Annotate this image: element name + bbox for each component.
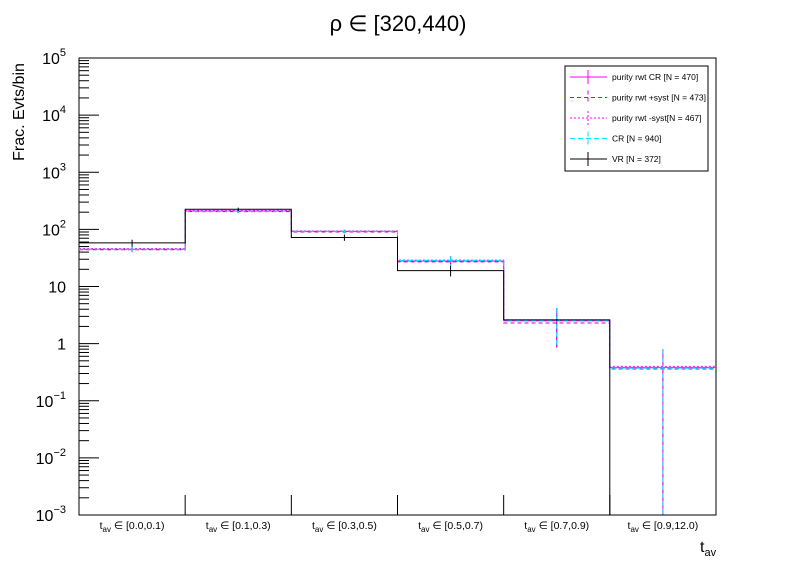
y-tick-label: 1 xyxy=(57,337,66,354)
y-tick-label-base: 10 xyxy=(36,394,54,411)
x-tick-label-range: ∈ [0.9,12.0) xyxy=(639,520,698,532)
x-tick-label-t: t xyxy=(628,520,631,532)
y-tick-label: 10−1 xyxy=(36,390,66,411)
x-tick-label: tav ∈ [0.7,0.9) xyxy=(524,520,589,534)
x-tick-label-t: t xyxy=(206,520,209,532)
x-tick-label-range: ∈ [0.7,0.9) xyxy=(536,520,590,532)
x-tick-label-sub: av xyxy=(209,525,217,534)
series-step-line xyxy=(79,210,716,369)
y-tick-label-exp: 3 xyxy=(60,161,66,173)
y-tick-label-exp: 2 xyxy=(60,218,66,230)
x-tick-label-range: ∈ [0.1,0.3) xyxy=(217,520,271,532)
y-tick-label-base: 10 xyxy=(42,165,60,182)
x-tick-label-sub: av xyxy=(421,525,429,534)
y-tick-label: 103 xyxy=(42,161,66,182)
y-tick-label: 10−3 xyxy=(36,504,66,525)
legend-entry-label: purity rwt +syst [N = 473] xyxy=(612,93,706,103)
y-tick-label: 10−2 xyxy=(36,447,66,468)
x-tick-label-sub: av xyxy=(527,525,535,534)
x-tick-label: tav ∈ [0.0,0.1) xyxy=(100,520,165,534)
y-tick-label: 102 xyxy=(42,218,66,239)
x-axis-label: tav xyxy=(700,539,717,559)
y-tick-label: 104 xyxy=(42,104,66,125)
x-tick-label-sub: av xyxy=(103,525,111,534)
y-tick-label-exp: −3 xyxy=(53,504,66,516)
x-tick-label: tav ∈ [0.1,0.3) xyxy=(206,520,271,534)
x-tick-label-range: ∈ [0.0,0.1) xyxy=(111,520,165,532)
legend-entry-label: VR [N = 372] xyxy=(612,154,661,164)
legend-entry-label: purity rwt -syst[N = 467] xyxy=(612,113,702,123)
x-tick-label: tav ∈ [0.3,0.5) xyxy=(312,520,377,534)
x-tick-label-t: t xyxy=(312,520,315,532)
x-tick-label-t: t xyxy=(418,520,421,532)
x-tick-label-sub: av xyxy=(630,525,638,534)
x-axis-label-sub: av xyxy=(704,547,716,559)
y-axis-label: Frac. Evts/bin xyxy=(11,63,28,161)
series-step-line xyxy=(79,208,716,516)
y-tick-label-base: 10 xyxy=(42,222,60,239)
y-tick-label-base: 10 xyxy=(42,51,60,68)
legend-box xyxy=(564,65,709,172)
x-tick-label-range: ∈ [0.5,0.7) xyxy=(430,520,484,532)
legend: purity rwt CR [N = 470] purity rwt +syst … xyxy=(564,65,709,172)
x-tick-label-range: ∈ [0.3,0.5) xyxy=(323,520,377,532)
x-tick-label: tav ∈ [0.5,0.7) xyxy=(418,520,483,534)
y-tick-label-exp: −2 xyxy=(53,447,66,459)
series-4 xyxy=(79,207,716,516)
y-tick-label-exp: 5 xyxy=(60,47,66,59)
y-tick-label: 10 xyxy=(48,280,66,297)
x-tick-label-sub: av xyxy=(315,525,323,534)
y-tick-label-base: 10 xyxy=(42,108,60,125)
y-tick-label-base: 10 xyxy=(48,280,66,297)
x-axis-label-main: t xyxy=(700,539,705,556)
y-tick-label: 105 xyxy=(42,47,66,68)
x-tick-label-t: t xyxy=(524,520,527,532)
x-tick-label: tav ∈ [0.9,12.0) xyxy=(628,520,699,534)
x-tick-label-t: t xyxy=(100,520,103,532)
y-tick-label-exp: −1 xyxy=(53,390,66,402)
legend-entry-label: CR [N = 940] xyxy=(612,134,661,144)
legend-entry-label: purity rwt CR [N = 470] xyxy=(612,72,698,82)
y-tick-label-exp: 4 xyxy=(60,104,66,116)
y-tick-label-base: 10 xyxy=(36,508,54,525)
y-tick-label-base: 1 xyxy=(57,337,66,354)
y-tick-label-base: 10 xyxy=(36,451,54,468)
chart-title: ρ ∈ [320,440) xyxy=(330,11,467,36)
